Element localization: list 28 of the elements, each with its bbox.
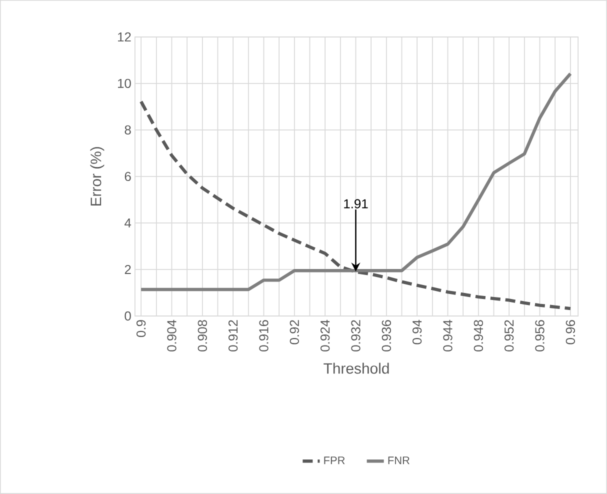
x-tick-label: 0.944 (443, 320, 452, 352)
y-tick-label: 4 (124, 218, 132, 228)
y-tick-label: 10 (118, 78, 131, 88)
x-tick-label: 0.924 (320, 320, 330, 352)
x-tick-label: 0.9 (136, 320, 146, 338)
x-tick-label: 0.96 (566, 320, 576, 344)
x-tick-label: 0.932 (351, 320, 360, 352)
x-tick-label: 0.948 (474, 320, 484, 352)
x-tick-label: 0.912 (228, 320, 238, 352)
x-tick-label: 0.92 (290, 320, 300, 344)
x-tick-label: 0.916 (259, 320, 268, 352)
y-tick-label: 0 (124, 311, 131, 321)
legend-label: FNR (388, 456, 410, 464)
y-tick-label: 2 (124, 264, 131, 274)
y-tick-label: 6 (124, 172, 131, 182)
y-tick-label: 12 (118, 32, 131, 42)
x-axis-title: Threshold (324, 362, 389, 374)
y-axis-title: Error (%) (90, 147, 104, 206)
x-tick-label: 0.952 (504, 320, 514, 352)
x-tick-label: 0.904 (167, 320, 176, 352)
legend-label: FPR (324, 456, 345, 464)
x-tick-label: 0.94 (412, 320, 422, 344)
annotation: 1.91 (344, 199, 368, 208)
x-tick-label: 0.936 (382, 320, 392, 352)
y-tick-label: 8 (124, 125, 131, 135)
x-tick-label: 0.908 (198, 320, 208, 352)
x-tick-label: 0.956 (535, 320, 544, 352)
line-series (139, 100, 572, 310)
